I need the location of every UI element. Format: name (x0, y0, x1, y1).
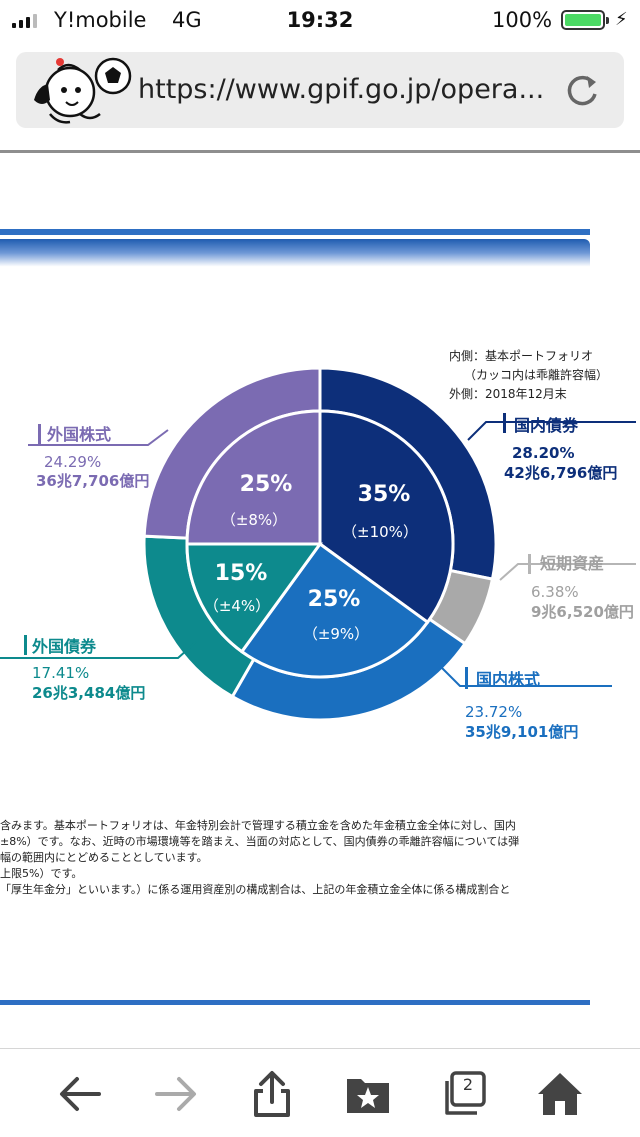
legend-inner: 内側：基本ポートフォリオ (449, 349, 593, 363)
inner-slice-0 (318, 409, 455, 625)
inner-slice-1 (239, 541, 430, 679)
footnote-line: 「厚生年金分」といいます。）に係る運用資産別の構成割合は、上記の年金積立金全体に… (0, 883, 511, 896)
outer-amount-foreign-stocks: 36兆7,706億円 (36, 472, 149, 490)
outer-label-short-term: 短期資産 (540, 554, 604, 573)
outer-label-domestic-stocks: 国内株式 (476, 670, 540, 689)
status-bar: Y!mobile 4G 19:32 100% ⚡ (0, 0, 640, 40)
inner-slice-2 (185, 542, 323, 654)
outer-label-foreign-stocks: 外国株式 (46, 425, 111, 444)
footnote-line: 上限5%）です。 (0, 867, 83, 880)
outer-amount-domestic-stocks: 35兆9,101億円 (465, 723, 578, 741)
asset-allocation-chart: 内側：基本ポートフォリオ （カッコ内は乖離許容幅） 外側：2018年12月末 3… (0, 349, 636, 741)
outer-pct-domestic-bonds: 28.20% (512, 444, 574, 462)
inner-label-domestic-stocks-range: （±9%） (303, 625, 369, 643)
home-icon[interactable] (535, 1069, 585, 1119)
outer-pct-foreign-stocks: 24.29% (44, 453, 101, 471)
pie-slices (142, 366, 498, 722)
outer-label-foreign-bonds: 外国債券 (31, 637, 97, 656)
tabs-button[interactable]: 2 (439, 1069, 489, 1119)
mascot-icon (34, 57, 132, 124)
outer-pct-short-term: 6.38% (531, 583, 579, 601)
inner-label-foreign-stocks-pct: 25% (240, 472, 293, 497)
share-icon[interactable] (247, 1069, 297, 1119)
forward-icon[interactable] (151, 1069, 201, 1119)
footnote-line: 含みます。基本ポートフォリオは、年金特別会計で管理する積立金を含めた年金積立金全… (0, 819, 516, 832)
outer-amount-foreign-bonds: 26兆3,484億円 (32, 684, 145, 702)
carrier-label: Y!mobile (54, 8, 147, 32)
tabs-count: 2 (462, 1075, 474, 1094)
inner-slice-3 (185, 409, 322, 546)
outer-pct-foreign-bonds: 17.41% (32, 664, 89, 682)
network-label: 4G (172, 8, 202, 32)
battery-icon (561, 10, 609, 30)
bookmarks-icon[interactable] (343, 1069, 393, 1119)
inner-label-foreign-stocks-range: （±8%） (221, 511, 287, 529)
address-bar[interactable]: https://www.gpif.go.jp/opera... (16, 52, 624, 128)
inner-label-foreign-bonds-pct: 15% (215, 561, 268, 586)
footnote-line: 幅の範囲内にとどめることとしています。 (0, 851, 208, 864)
section-footer-line (0, 1000, 590, 1005)
inner-label-domestic-stocks-pct: 25% (308, 587, 361, 612)
legend-note: （カッコ内は乖離許容幅） (464, 367, 608, 382)
outer-amount-short-term: 9兆6,520億円 (531, 603, 634, 621)
signal-icon (12, 12, 37, 28)
reload-icon[interactable] (562, 70, 602, 110)
outer-amount-domestic-bonds: 42兆6,796億円 (504, 464, 617, 482)
url-text[interactable]: https://www.gpif.go.jp/opera... (138, 74, 545, 105)
tabs-icon (445, 1071, 486, 1115)
inner-label-foreign-bonds-range: （±4%） (204, 597, 270, 615)
inner-label-domestic-bonds-pct: 35% (358, 482, 411, 507)
outer-pct-domestic-stocks: 23.72% (465, 703, 522, 721)
charging-icon: ⚡ (615, 9, 628, 30)
legend-outer: 外側：2018年12月末 (449, 387, 567, 401)
battery-percent: 100% (492, 8, 553, 32)
back-icon[interactable] (55, 1069, 105, 1119)
footnote-line: ±8%）です。なお、近時の市場環境等を踏まえ、当面の対応として、国内債券の乖離許… (0, 835, 520, 848)
section-header-band (0, 229, 590, 285)
divider (0, 150, 640, 153)
inner-label-domestic-bonds-range: （±10%） (342, 523, 418, 541)
outer-label-domestic-bonds: 国内債券 (514, 416, 579, 435)
browser-toolbar: 2 (0, 1048, 640, 1137)
clock: 19:32 (286, 8, 354, 32)
footnotes: 含みます。基本ポートフォリオは、年金特別会計で管理する積立金を含めた年金積立金全… (0, 818, 640, 898)
